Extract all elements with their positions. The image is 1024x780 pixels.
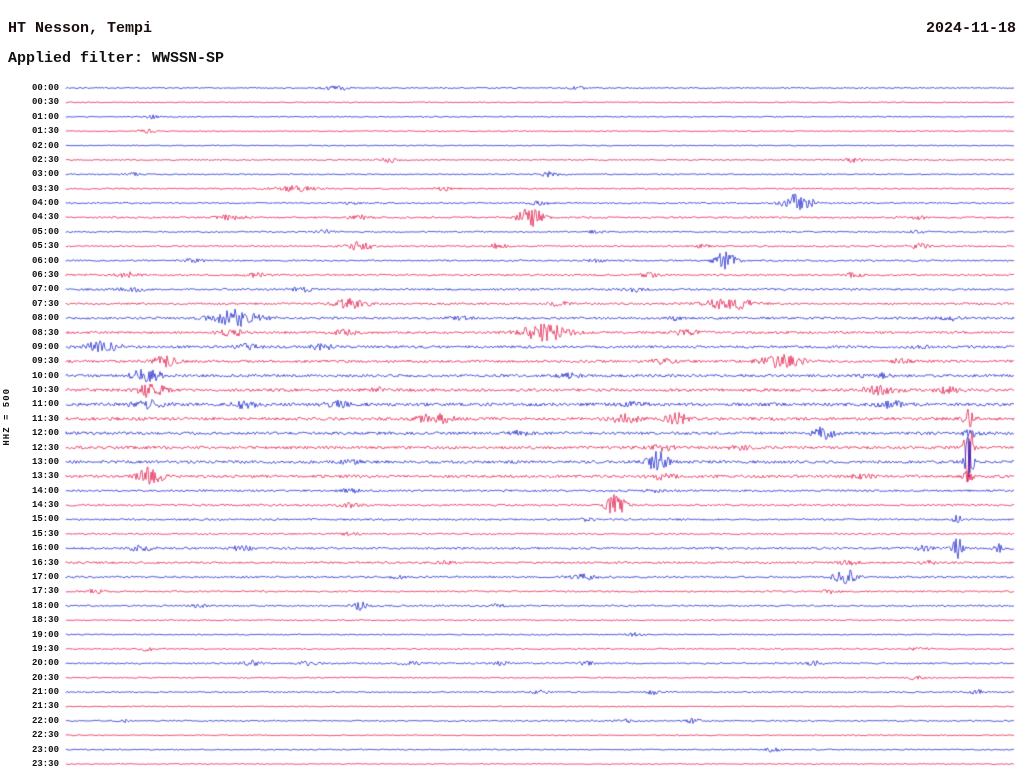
filter-label: Applied filter: WWSSN-SP xyxy=(8,50,225,67)
time-label: 03:30 xyxy=(31,183,59,194)
time-label: 16:00 xyxy=(31,543,59,554)
time-label: 05:00 xyxy=(31,226,59,237)
time-label: 13:30 xyxy=(31,471,59,482)
time-label: 08:30 xyxy=(31,327,59,338)
time-label: 19:30 xyxy=(31,643,59,654)
time-label: 11:30 xyxy=(31,413,59,424)
time-label: 01:00 xyxy=(31,111,59,122)
time-label: 21:30 xyxy=(31,701,59,712)
time-label: 23:30 xyxy=(31,759,59,769)
time-label: 07:00 xyxy=(31,284,59,295)
time-label: 14:00 xyxy=(31,485,59,496)
time-label: 02:30 xyxy=(31,154,59,165)
time-label: 00:30 xyxy=(31,97,59,108)
time-label: 12:30 xyxy=(31,442,59,453)
time-label: 10:30 xyxy=(31,385,59,396)
time-label: 19:00 xyxy=(31,629,59,640)
date-label: 2024-11-18 xyxy=(925,20,1016,37)
time-label: 04:30 xyxy=(31,212,59,223)
time-label: 09:30 xyxy=(31,356,59,367)
time-label: 08:00 xyxy=(31,313,59,324)
time-label: 21:00 xyxy=(31,687,59,698)
time-label: 07:30 xyxy=(31,298,59,309)
time-label: 05:30 xyxy=(31,241,59,252)
time-label: 10:00 xyxy=(31,370,59,381)
time-label: 22:00 xyxy=(31,715,59,726)
time-label: 20:00 xyxy=(31,658,59,669)
time-label: 06:30 xyxy=(31,269,59,280)
time-label: 15:00 xyxy=(31,514,59,525)
time-label: 11:00 xyxy=(31,399,59,410)
time-label: 04:00 xyxy=(31,198,59,209)
station-title: HT Nesson, Tempi xyxy=(8,20,153,37)
time-label: 17:30 xyxy=(31,586,59,597)
time-label: 13:00 xyxy=(31,456,59,467)
time-label: 01:30 xyxy=(31,126,59,137)
time-label: 00:00 xyxy=(31,83,59,93)
time-label: 18:00 xyxy=(31,600,59,611)
time-label: 02:00 xyxy=(31,140,59,151)
time-label: 17:00 xyxy=(31,572,59,583)
time-label: 22:30 xyxy=(31,730,59,741)
time-label: 09:00 xyxy=(31,341,59,352)
time-label: 14:30 xyxy=(31,500,59,511)
time-label: 15:30 xyxy=(31,528,59,539)
time-label: 18:30 xyxy=(31,615,59,626)
time-label: 03:00 xyxy=(31,169,59,180)
time-label: 16:30 xyxy=(31,557,59,568)
time-label: 20:30 xyxy=(31,672,59,683)
time-label: 23:00 xyxy=(31,744,59,755)
time-label: 12:00 xyxy=(31,428,59,439)
time-label: 06:00 xyxy=(31,255,59,266)
